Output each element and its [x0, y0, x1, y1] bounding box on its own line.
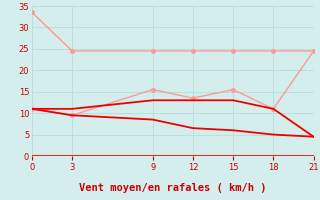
X-axis label: Vent moyen/en rafales ( km/h ): Vent moyen/en rafales ( km/h ) [79, 183, 267, 193]
